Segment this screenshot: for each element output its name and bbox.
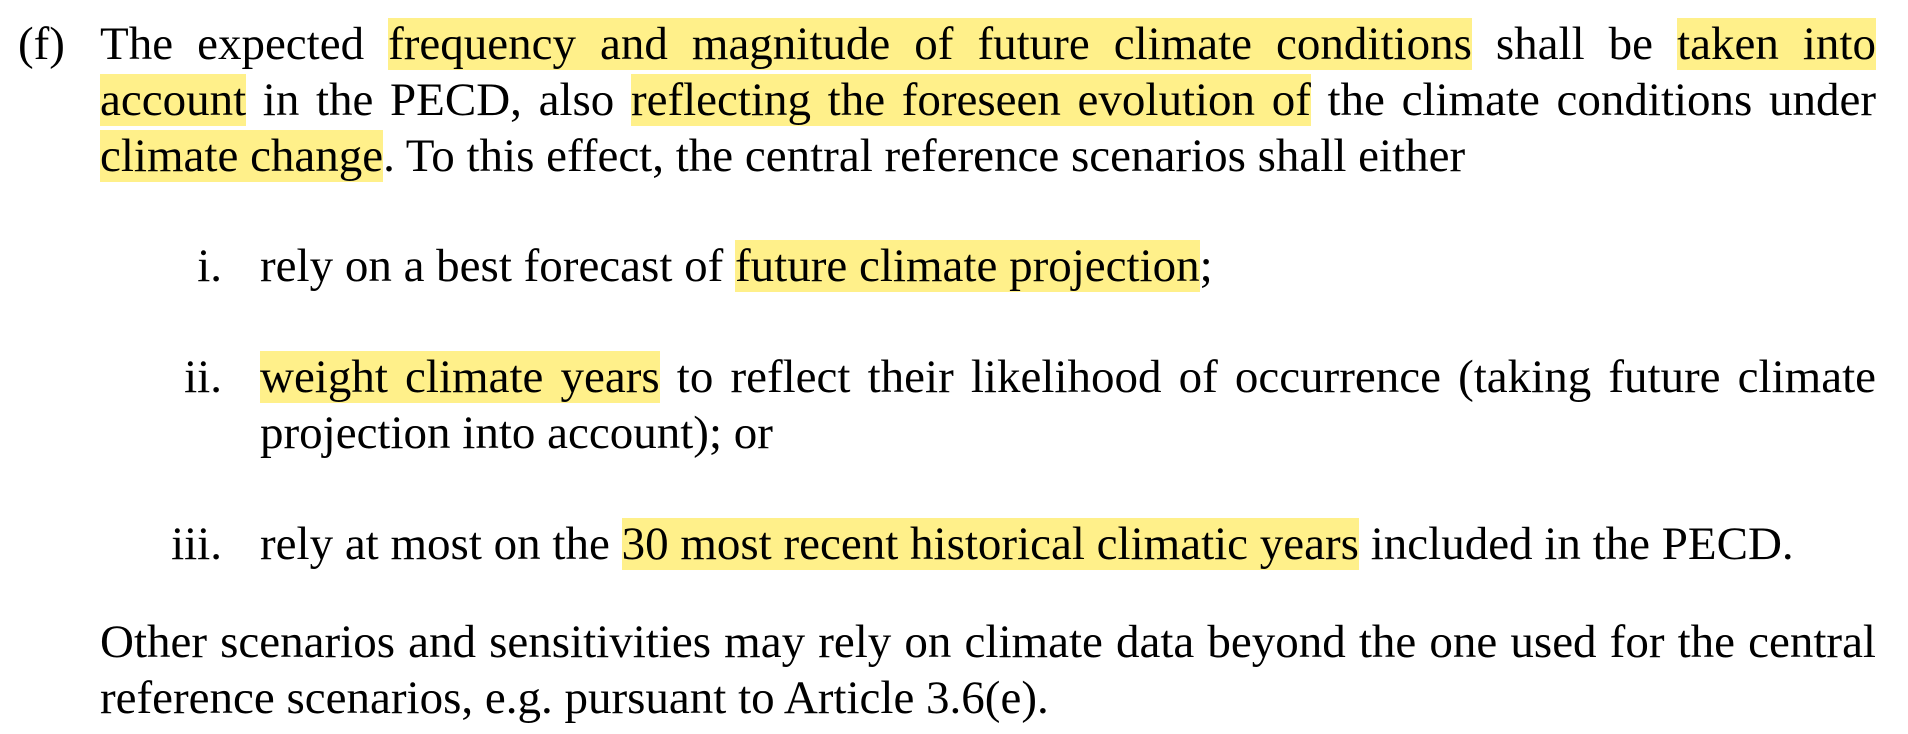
list-marker-i: i. bbox=[197, 240, 222, 292]
text-segment: . To this effect, the central reference … bbox=[383, 130, 1466, 182]
text-segment: the climate conditions under bbox=[1310, 74, 1877, 126]
highlighted-text: climate change bbox=[100, 130, 384, 182]
highlighted-text: 30 most recent historical climatic years bbox=[621, 518, 1359, 570]
text-segment: shall be bbox=[1471, 18, 1678, 70]
text-segment: rely on a best forecast of bbox=[260, 240, 736, 292]
highlighted-text: weight climate years bbox=[260, 351, 660, 403]
other-scenarios-paragraph: Other scenarios and sensitivities may re… bbox=[100, 616, 1876, 724]
highlighted-text: reflecting the foreseen evolution of bbox=[630, 74, 1311, 126]
list-item-ii: weight climate years to reflect their li… bbox=[260, 349, 1876, 461]
text-segment: to reflect their likelihood of occurrenc… bbox=[260, 351, 1876, 459]
list-marker-iii: iii. bbox=[171, 518, 222, 570]
clause-marker: (f) bbox=[18, 18, 65, 70]
highlighted-text: frequency and magnitude of future climat… bbox=[388, 18, 1472, 70]
highlighted-text: future climate projection bbox=[735, 240, 1200, 292]
clause-paragraph: The expected frequency and magnitude of … bbox=[100, 16, 1876, 184]
text-segment: ; bbox=[1199, 240, 1213, 292]
list-marker-ii: ii. bbox=[184, 351, 222, 403]
text-segment: The expected bbox=[100, 18, 389, 70]
list-item-i: rely on a best forecast of future climat… bbox=[260, 238, 1876, 294]
list-item-iii: rely at most on the 30 most recent histo… bbox=[260, 516, 1876, 572]
text-segment: included in the PECD. bbox=[1358, 518, 1794, 570]
text-segment: in the PECD, also bbox=[246, 74, 631, 126]
text-segment: rely at most on the bbox=[260, 518, 622, 570]
